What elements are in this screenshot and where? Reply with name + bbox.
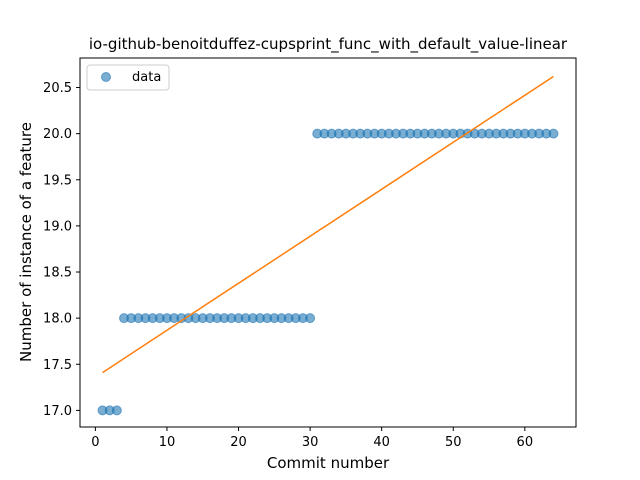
data-point [111,405,122,416]
y-tick-label: 19.0 [43,219,72,234]
y-tick-label: 17.0 [43,404,72,419]
y-tick-label: 18.5 [43,266,72,281]
chart-title: io-github-benoitduffez-cupsprint_func_wi… [89,35,568,54]
y-tick-label: 19.5 [43,173,72,188]
x-tick-label: 10 [159,435,176,450]
x-axis: 0 10 20 30 40 50 60 [91,427,533,450]
plot-area [97,75,559,416]
legend-box [86,64,170,91]
y-axis: 17.0 17.5 18.0 18.5 19.0 19.5 20.0 20.5 [43,81,80,419]
data-point [548,128,559,139]
y-tick-label: 17.5 [43,358,72,373]
x-axis-label: Commit number [267,454,390,472]
x-tick-label: 40 [373,435,390,450]
data-point [305,313,316,324]
y-tick-label: 20.5 [43,81,72,96]
legend-label-data: data [132,70,161,85]
y-axis-label: Number of instance of a feature [17,122,35,362]
legend: data [86,64,170,91]
x-tick-label: 50 [445,435,462,450]
plot-frame [79,57,577,428]
fit-line [102,75,554,374]
x-tick-label: 20 [230,435,247,450]
x-tick-label: 0 [91,435,99,450]
x-tick-label: 60 [517,435,534,450]
x-tick-label: 30 [302,435,319,450]
y-tick-label: 20.0 [43,127,72,142]
y-tick-label: 18.0 [43,312,72,327]
legend-marker-data [101,72,111,82]
